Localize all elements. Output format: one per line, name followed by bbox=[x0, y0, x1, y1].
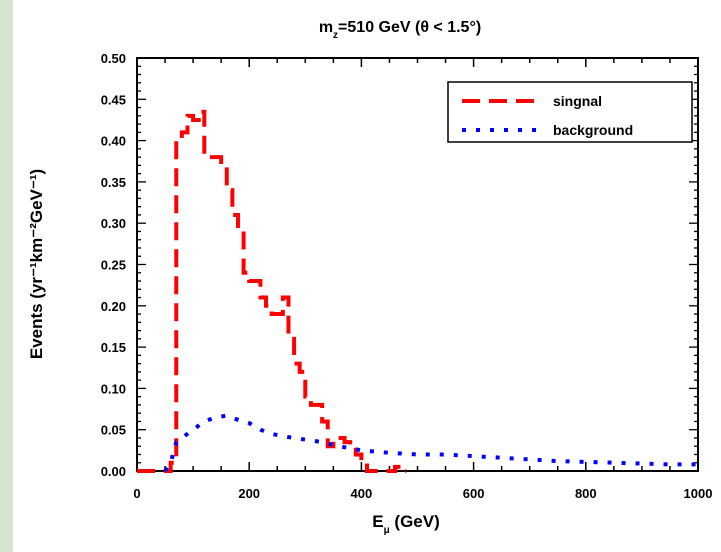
y-tick-label: 0.20 bbox=[101, 299, 126, 314]
legend-label-signal: singnal bbox=[553, 93, 602, 109]
x-tick-label: 400 bbox=[351, 486, 373, 501]
y-tick-label: 0.35 bbox=[101, 175, 126, 190]
y-tick-label: 0.05 bbox=[101, 423, 126, 438]
left-decorative-strip bbox=[0, 0, 13, 552]
y-tick-label: 0.30 bbox=[101, 216, 126, 231]
x-axis-title: Eμ (GeV) bbox=[372, 512, 440, 536]
y-tick-label: 0.40 bbox=[101, 134, 126, 149]
y-axis-title: Events (yr⁻¹km⁻²GeV⁻¹) bbox=[27, 169, 46, 359]
y-tick-label: 0.45 bbox=[101, 92, 126, 107]
chart-title: mz=510 GeV (θ < 1.5°) bbox=[319, 19, 481, 41]
y-tick-label: 0.50 bbox=[101, 51, 126, 66]
y-tick-label: 0.25 bbox=[101, 258, 126, 273]
x-tick-label: 800 bbox=[575, 486, 597, 501]
x-tick-label: 600 bbox=[463, 486, 485, 501]
x-tick-label: 200 bbox=[238, 486, 260, 501]
x-tick-label: 1000 bbox=[684, 486, 713, 501]
legend-box bbox=[447, 81, 693, 143]
y-tick-label: 0.00 bbox=[101, 464, 126, 479]
x-tick-labels: 0 200 400 600 800 1000 bbox=[133, 486, 712, 501]
series-line-background bbox=[163, 413, 698, 473]
legend-label-background: background bbox=[553, 122, 633, 138]
y-tick-label: 0.10 bbox=[101, 381, 126, 396]
x-tick-label: 0 bbox=[133, 486, 140, 501]
axis-ticks bbox=[136, 57, 699, 472]
y-tick-labels: 0.00 0.05 0.10 0.15 0.20 0.25 0.30 0.35 0.40 0.45… bbox=[101, 51, 126, 479]
series-line-signal bbox=[137, 109, 407, 473]
series-layer bbox=[137, 109, 698, 473]
legend: singnal background bbox=[447, 81, 693, 143]
y-tick-label: 0.15 bbox=[101, 340, 126, 355]
